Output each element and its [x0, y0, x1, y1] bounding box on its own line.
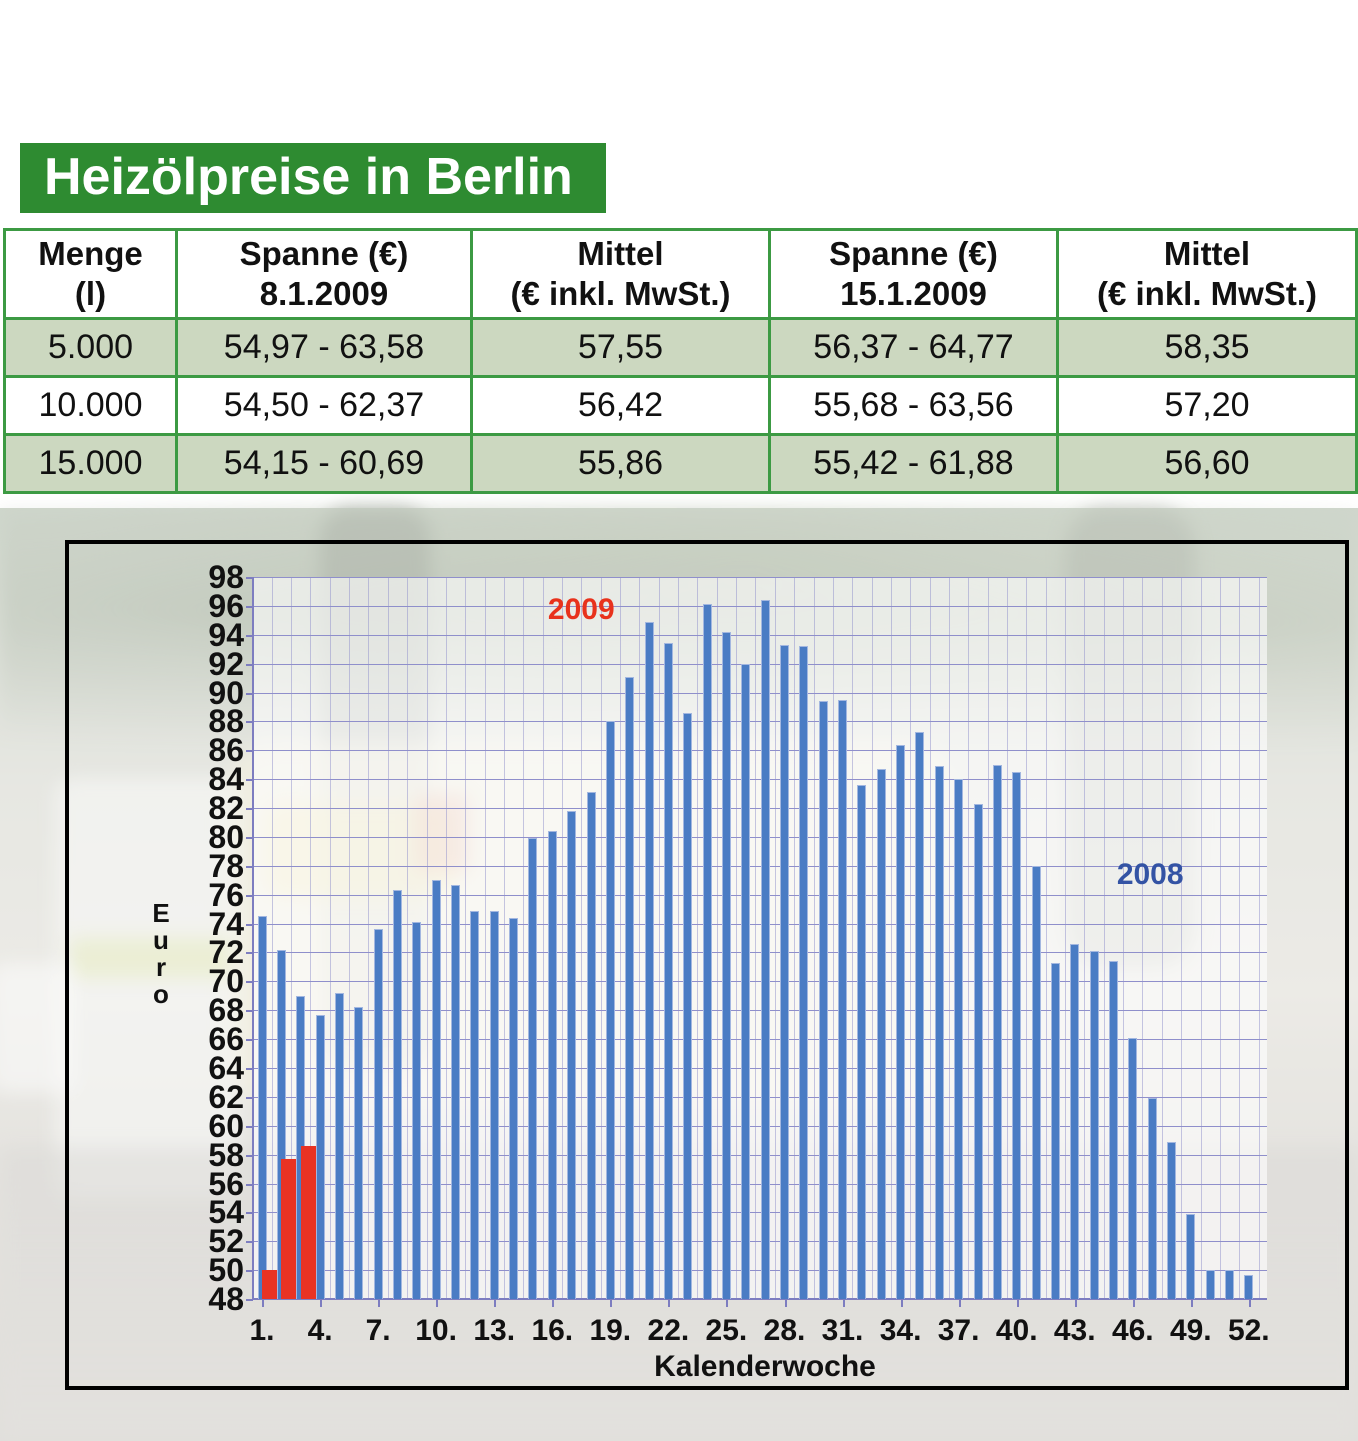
- table-cell: 54,97 - 63,58: [175, 317, 473, 378]
- page-title: Heizölpreise in Berlin: [20, 143, 606, 213]
- table-row: 15.000 54,15 - 60,69 55,86 55,42 - 61,88 56,…: [3, 433, 1358, 494]
- table-cell: 58,35: [1056, 317, 1358, 378]
- chart-frame: [65, 540, 1349, 1390]
- table-row: 5.000 54,97 - 63,58 57,55 56,37 - 64,77 58,3…: [3, 317, 1358, 378]
- x-axis-title: Kalenderwoche: [654, 1350, 876, 1383]
- table-cell: 5.000: [3, 317, 178, 378]
- photo-truck-cab: [55, 778, 240, 1198]
- photo-car: [0, 963, 75, 1093]
- y-axis-title: Euro: [146, 898, 176, 1006]
- price-table-body: 5.000 54,97 - 63,58 57,55 56,37 - 64,77 58,3…: [3, 317, 1358, 494]
- column-header: Spanne (€) 15.1.2009: [768, 228, 1059, 320]
- table-cell: 54,50 - 62,37: [175, 375, 473, 436]
- table-cell: 56,42: [470, 375, 771, 436]
- column-header: Mittel (€ inkl. MwSt.): [1056, 228, 1358, 320]
- table-cell: 54,15 - 60,69: [175, 433, 473, 494]
- table-cell: 55,42 - 61,88: [768, 433, 1059, 494]
- table-cell: 55,86: [470, 433, 771, 494]
- table-cell: 55,68 - 63,56: [768, 375, 1059, 436]
- page-title-text: Heizölpreise in Berlin: [44, 148, 573, 206]
- table-cell: 57,55: [470, 317, 771, 378]
- price-table: Menge (l) Spanne (€) 8.1.2009 Mittel (€ inkl.…: [3, 228, 1358, 494]
- table-cell: 15.000: [3, 433, 178, 494]
- column-header: Menge (l): [3, 228, 178, 320]
- price-table-header-row: Menge (l) Spanne (€) 8.1.2009 Mittel (€ inkl.…: [3, 228, 1358, 320]
- table-row: 10.000 54,50 - 62,37 56,42 55,68 - 63,56 57,…: [3, 375, 1358, 436]
- price-table-head: Menge (l) Spanne (€) 8.1.2009 Mittel (€ inkl.…: [3, 228, 1358, 320]
- table-cell: 56,60: [1056, 433, 1358, 494]
- column-header: Spanne (€) 8.1.2009: [175, 228, 473, 320]
- table-cell: 56,37 - 64,77: [768, 317, 1059, 378]
- column-header: Mittel (€ inkl. MwSt.): [470, 228, 771, 320]
- photo-truck-stripe: [70, 938, 230, 978]
- table-cell: 57,20: [1056, 375, 1358, 436]
- table-cell: 10.000: [3, 375, 178, 436]
